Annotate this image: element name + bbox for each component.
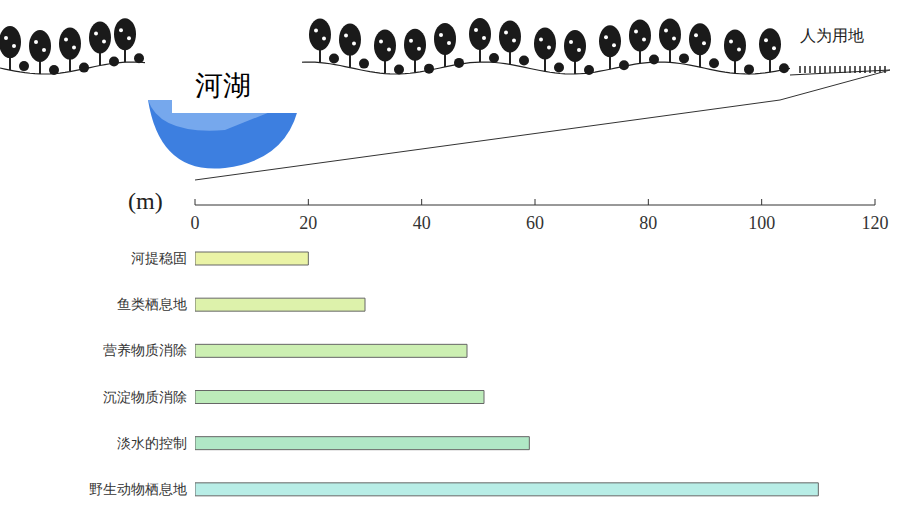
svg-text:0: 0 [191, 213, 200, 233]
svg-text:100: 100 [748, 213, 775, 233]
svg-text:60: 60 [526, 213, 544, 233]
svg-text:40: 40 [413, 213, 431, 233]
svg-text:鱼类栖息地: 鱼类栖息地 [117, 296, 187, 312]
svg-text:人为用地: 人为用地 [800, 26, 864, 45]
svg-text:120: 120 [862, 213, 889, 233]
svg-text:20: 20 [299, 213, 317, 233]
svg-text:河提稳固: 河提稳固 [131, 250, 187, 266]
svg-text:野生动物栖息地: 野生动物栖息地 [89, 481, 187, 497]
svg-text:淡水的控制: 淡水的控制 [117, 435, 187, 451]
svg-text:沉淀物质消除: 沉淀物质消除 [103, 389, 187, 405]
svg-text:营养物质消除: 营养物质消除 [103, 342, 187, 358]
svg-text:80: 80 [639, 213, 657, 233]
html-text:(m): (m) [128, 188, 163, 214]
svg-text:河湖: 河湖 [195, 69, 251, 102]
